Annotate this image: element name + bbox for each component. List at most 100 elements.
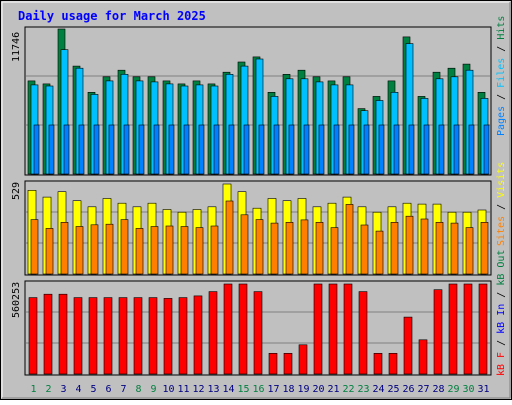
legend-kbout: kB Out [496,250,507,286]
x-tick-25: 25 [387,384,399,395]
kbf-bar-20 [313,283,323,375]
kbf-bar-17 [268,352,278,375]
x-tick-26: 26 [402,384,414,395]
x-tick-6: 6 [105,384,111,395]
legend-pages: Pages [496,106,507,136]
sites-bar-6 [105,223,114,275]
x-tick-10: 10 [162,384,174,395]
sites-bar-10 [165,225,174,275]
kbf-bar-14 [223,283,233,375]
pages-bar-6 [108,124,115,175]
kbf-bar-9 [148,297,158,375]
sites-bar-2 [45,228,54,275]
legend-top: Pages / Files / Hits [496,16,507,136]
sites-bar-20 [315,222,324,275]
legend-files: Files [496,58,507,88]
legend-hits: Hits [496,16,507,40]
pages-bar-2 [48,124,55,175]
sites-bar-24 [375,230,384,275]
sites-bar-29 [450,222,459,275]
pages-bar-29 [453,124,460,175]
pages-bar-8 [138,124,145,175]
pages-bar-22 [348,124,355,175]
kbf-bar-22 [343,283,353,375]
kbf-bar-23 [358,291,368,375]
kbf-bar-21 [328,283,338,375]
x-tick-23: 23 [357,384,369,395]
sites-bar-22 [345,204,354,275]
pages-bar-23 [363,124,370,175]
pages-bar-4 [78,124,85,175]
kbf-bar-25 [388,352,398,375]
kbf-bar-3 [58,293,68,375]
x-tick-4: 4 [75,384,81,395]
legend-middle: Sites / Visits [496,162,507,246]
pages-bar-3 [63,124,70,175]
pages-bar-25 [393,124,400,175]
pages-bar-26 [408,124,415,175]
kbf-bar-13 [208,291,218,375]
x-tick-1: 1 [30,384,36,395]
x-tick-9: 9 [150,384,156,395]
sites-bar-15 [240,214,249,275]
sites-bar-18 [285,222,294,275]
kbf-bar-6 [103,297,113,375]
sites-bar-28 [435,222,444,275]
x-tick-29: 29 [447,384,459,395]
pages-bar-13 [213,124,220,175]
pages-bar-30 [468,124,475,175]
kbf-bar-19 [298,344,308,375]
kbf-bar-1 [28,297,38,375]
pages-bar-12 [198,124,205,175]
x-tick-16: 16 [252,384,264,395]
kbf-bar-18 [283,352,293,375]
sites-bar-16 [255,219,264,275]
sites-bar-8 [135,228,144,275]
sites-bar-21 [330,227,339,275]
kbf-bar-15 [238,283,248,375]
x-tick-22: 22 [342,384,354,395]
sites-bar-9 [150,226,159,275]
x-tick-8: 8 [135,384,141,395]
sites-bar-11 [180,226,189,275]
kbf-bar-24 [373,352,383,375]
x-tick-21: 21 [327,384,339,395]
kbf-bar-31 [478,283,488,375]
pages-bar-15 [243,124,250,175]
pages-bar-10 [168,124,175,175]
sites-bar-19 [300,219,309,275]
bottom-max-label: 560253 [11,282,22,318]
pages-bar-5 [93,124,100,175]
legend-sites: Sites [496,216,507,246]
x-tick-31: 31 [477,384,489,395]
x-tick-15: 15 [237,384,249,395]
x-axis-labels: 1 2 3 4 5 6 7 8 9 10 11 12 13 14 15 16 17 18 19 20 21 22 23 24 2… [30,384,489,395]
x-tick-3: 3 [60,384,66,395]
legend-kbf: kB F [496,352,507,376]
x-tick-14: 14 [222,384,234,395]
sites-bar-13 [210,225,219,275]
middle-max-label: 529 [11,182,22,200]
x-tick-27: 27 [417,384,429,395]
sites-bar-25 [390,222,399,275]
pages-bar-14 [228,124,235,175]
pages-bar-17 [273,124,280,175]
kbf-bar-5 [88,297,98,375]
sites-bar-4 [75,226,84,275]
kbf-bar-28 [433,289,443,375]
sites-bar-26 [405,215,414,275]
x-tick-11: 11 [177,384,189,395]
pages-bar-28 [438,124,445,175]
pages-bar-24 [378,124,385,175]
legend-bottom: kB F / kB In / kB Out [496,250,507,376]
chart-title: Daily usage for March 2025 [18,9,206,23]
sites-bar-14 [225,200,234,275]
x-tick-30: 30 [462,384,474,395]
kbf-bar-7 [118,297,128,375]
sites-bar-5 [90,224,99,275]
pages-bar-16 [258,124,265,175]
kbf-bar-30 [463,283,473,375]
bar-marks [27,28,490,375]
x-tick-5: 5 [90,384,96,395]
pages-bar-1 [33,124,40,175]
